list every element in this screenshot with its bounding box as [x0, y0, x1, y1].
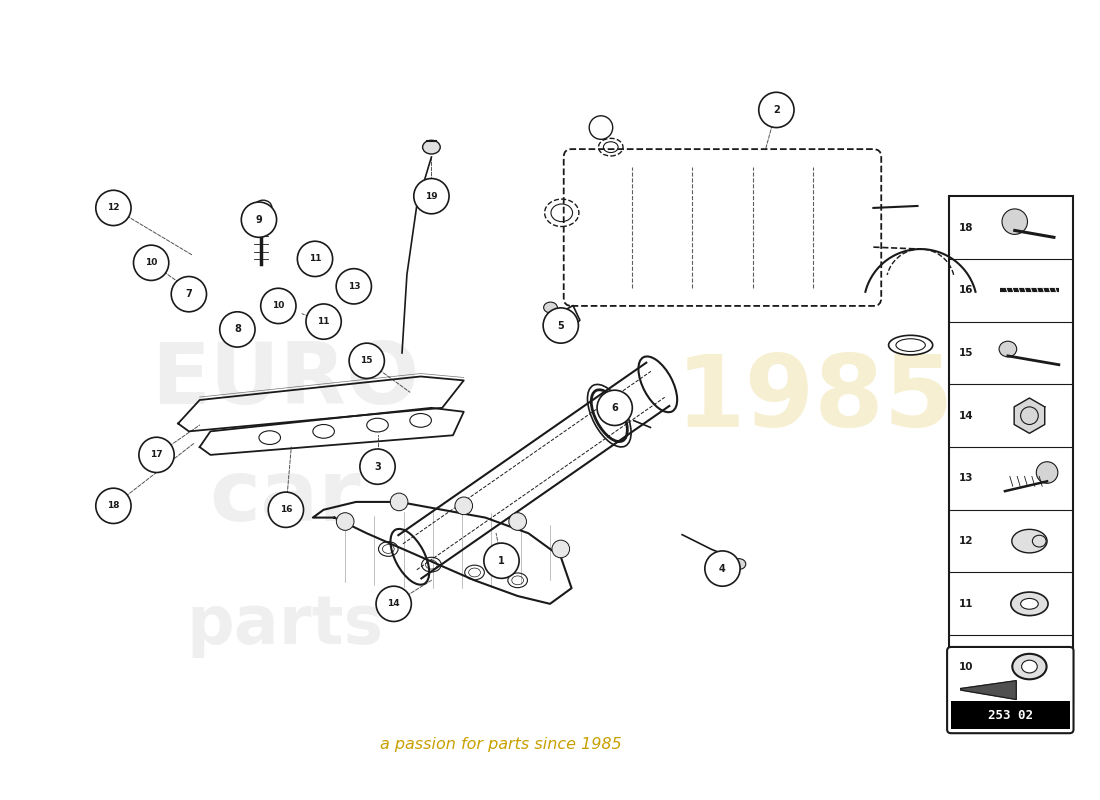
Ellipse shape — [1011, 592, 1048, 616]
Text: 11: 11 — [309, 254, 321, 263]
Text: car: car — [209, 457, 361, 539]
Text: 11: 11 — [318, 317, 330, 326]
Ellipse shape — [266, 297, 290, 315]
Text: 5: 5 — [558, 321, 564, 330]
Text: 19: 19 — [425, 192, 438, 201]
Ellipse shape — [1012, 654, 1046, 679]
Text: 10: 10 — [959, 662, 974, 671]
Text: 13: 13 — [959, 474, 974, 483]
Ellipse shape — [343, 278, 364, 295]
Circle shape — [133, 245, 168, 281]
Text: 10: 10 — [145, 258, 157, 267]
Circle shape — [484, 543, 519, 578]
Text: 17: 17 — [151, 450, 163, 459]
Circle shape — [509, 513, 527, 530]
Circle shape — [597, 390, 632, 426]
Text: EURO: EURO — [152, 339, 419, 422]
Text: 1985: 1985 — [675, 351, 954, 449]
Ellipse shape — [733, 558, 746, 570]
Polygon shape — [960, 681, 1016, 699]
Ellipse shape — [1012, 530, 1047, 553]
Text: parts: parts — [187, 592, 384, 658]
Ellipse shape — [231, 316, 251, 332]
Text: 1: 1 — [498, 556, 505, 566]
Text: 12: 12 — [107, 203, 120, 213]
Text: 11: 11 — [959, 599, 974, 609]
Bar — [949, 196, 1072, 698]
Circle shape — [1002, 209, 1027, 234]
Circle shape — [241, 202, 276, 238]
Circle shape — [360, 449, 395, 484]
Ellipse shape — [999, 341, 1016, 357]
Circle shape — [96, 488, 131, 523]
Text: 16: 16 — [279, 506, 293, 514]
FancyBboxPatch shape — [947, 647, 1074, 733]
Text: 14: 14 — [959, 410, 974, 421]
Ellipse shape — [1022, 660, 1037, 673]
Circle shape — [349, 343, 384, 378]
Text: 4: 4 — [719, 563, 726, 574]
Circle shape — [220, 312, 255, 347]
Circle shape — [337, 513, 354, 530]
Text: 3: 3 — [374, 462, 381, 472]
Circle shape — [376, 586, 411, 622]
Text: 13: 13 — [348, 282, 360, 291]
Bar — [952, 701, 1069, 730]
Circle shape — [759, 92, 794, 127]
Text: 10: 10 — [272, 302, 285, 310]
Text: 8: 8 — [234, 325, 241, 334]
Circle shape — [337, 269, 372, 304]
Text: 6: 6 — [612, 403, 618, 413]
Text: 7: 7 — [186, 289, 192, 299]
Circle shape — [390, 493, 408, 510]
Circle shape — [543, 308, 579, 343]
Circle shape — [306, 304, 341, 339]
Circle shape — [172, 277, 207, 312]
Circle shape — [455, 497, 473, 514]
Ellipse shape — [312, 312, 336, 331]
Ellipse shape — [304, 250, 327, 268]
Ellipse shape — [99, 196, 128, 220]
Text: 12: 12 — [959, 536, 974, 546]
Text: 14: 14 — [387, 599, 400, 608]
Circle shape — [414, 178, 449, 214]
Polygon shape — [1014, 398, 1045, 434]
Ellipse shape — [422, 140, 440, 154]
Ellipse shape — [1021, 598, 1038, 610]
Text: 253 02: 253 02 — [988, 709, 1033, 722]
Text: 18: 18 — [107, 502, 120, 510]
Circle shape — [139, 438, 174, 473]
Circle shape — [261, 288, 296, 323]
Text: 18: 18 — [959, 222, 974, 233]
Text: 15: 15 — [959, 348, 974, 358]
Ellipse shape — [543, 302, 558, 313]
Text: 2: 2 — [773, 105, 780, 115]
Circle shape — [268, 492, 304, 527]
Circle shape — [1036, 462, 1058, 483]
Circle shape — [705, 551, 740, 586]
Circle shape — [96, 190, 131, 226]
Ellipse shape — [180, 282, 204, 301]
Circle shape — [552, 540, 570, 558]
Text: a passion for parts since 1985: a passion for parts since 1985 — [381, 738, 622, 753]
Text: 16: 16 — [959, 286, 974, 295]
Text: 9: 9 — [255, 214, 262, 225]
Ellipse shape — [140, 254, 163, 272]
Circle shape — [297, 242, 332, 277]
Text: 15: 15 — [361, 356, 373, 366]
